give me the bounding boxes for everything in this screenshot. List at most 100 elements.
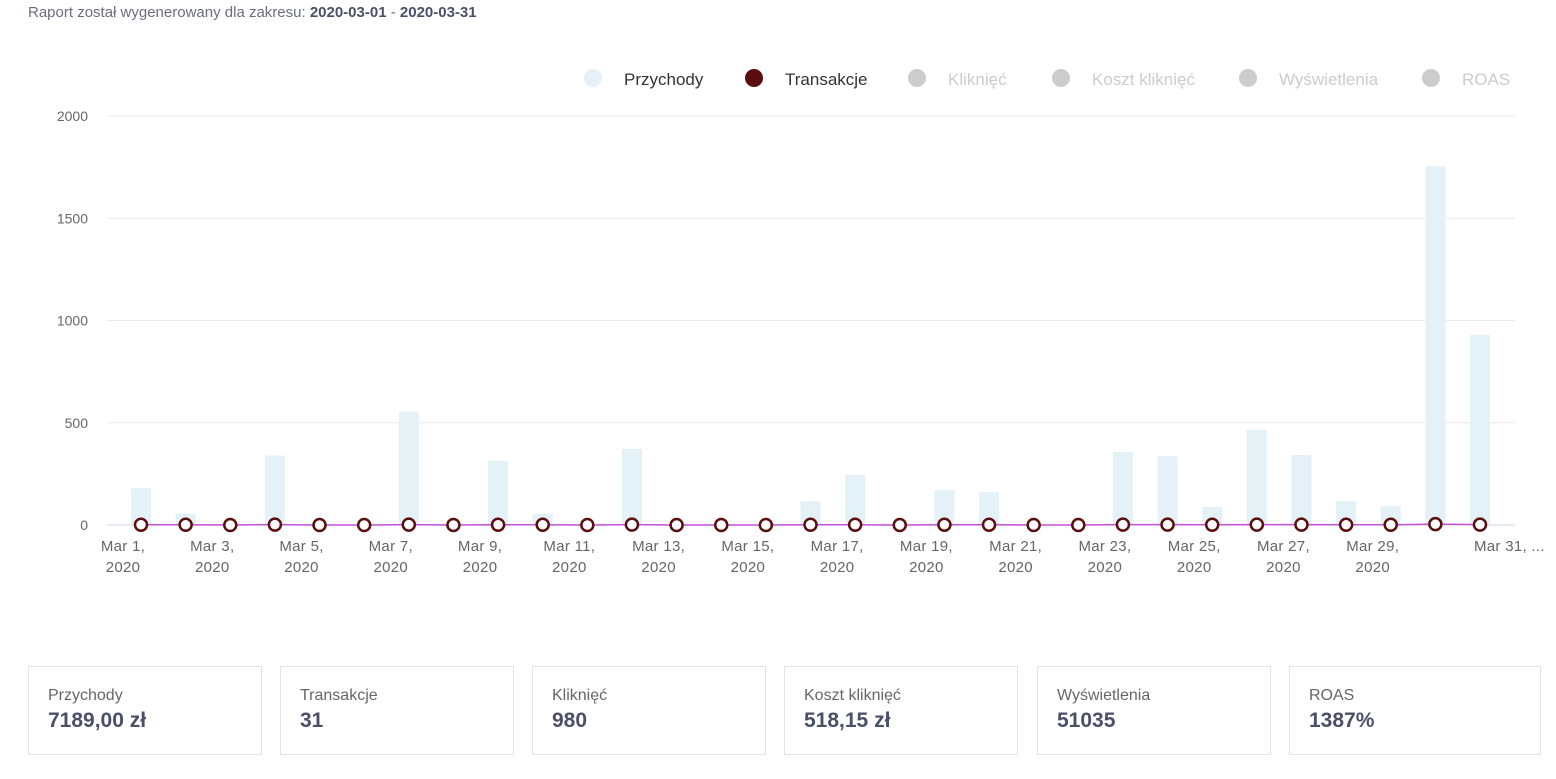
legend-label: Koszt kliknięć xyxy=(1092,70,1195,89)
x-tick-label: Mar 3, 2020 xyxy=(190,538,235,576)
bar xyxy=(1336,501,1357,525)
legend-item[interactable]: Kliknięć xyxy=(908,69,1007,89)
line-marker xyxy=(133,517,149,533)
line-marker xyxy=(580,517,595,533)
summary-card: Wyświetlenia 51035 xyxy=(1037,666,1271,755)
card-value: 980 xyxy=(552,709,588,732)
legend-item[interactable]: Wyświetlenia xyxy=(1239,69,1379,89)
range-start: 2020-03-01 xyxy=(309,4,387,21)
line-marker xyxy=(1428,516,1443,532)
x-tick-label: Mar 19, 2020 xyxy=(899,538,953,576)
line-marker xyxy=(356,517,372,533)
line-marker xyxy=(1338,517,1354,533)
x-tick-label: Mar 5, 2020 xyxy=(279,538,324,576)
bar xyxy=(979,492,1000,525)
x-tick-label: Mar 27, 2020 xyxy=(1256,538,1310,576)
summary-card: Kliknięć 980 xyxy=(532,666,766,755)
line-marker xyxy=(312,517,327,533)
card-label: Przychody xyxy=(48,687,123,704)
bar xyxy=(1425,166,1446,526)
y-tick-label: 1500 xyxy=(57,210,88,226)
y-tick-label: 2000 xyxy=(57,108,88,124)
line-marker xyxy=(446,517,461,533)
card-value: 1387% xyxy=(1309,709,1375,732)
chart: 0 500 1000 1500 2000 Przychody Transakcje Klikn… xyxy=(57,69,1515,533)
legend-label: Wyświetlenia xyxy=(1279,70,1379,89)
line-marker xyxy=(223,517,238,533)
legend-label: Przychody xyxy=(624,70,704,89)
line-marker xyxy=(267,517,283,532)
x-tick-label: Mar 23, 2020 xyxy=(1078,538,1132,576)
report-range: Raport został wygenerowany dla zakresu: … xyxy=(28,4,477,21)
x-tick-label: Mar 21, 2020 xyxy=(989,538,1043,576)
line-marker xyxy=(1249,517,1265,532)
line-marker xyxy=(758,517,774,533)
bar xyxy=(1157,456,1178,525)
line-marker xyxy=(1160,517,1175,532)
x-tick-label: Mar 15, 2020 xyxy=(721,538,775,576)
legend-label: Kliknięć xyxy=(948,70,1007,89)
summary-card: Przychody 7189,00 zł xyxy=(28,666,262,755)
summary-card: Koszt kliknięć 518,15 zł xyxy=(784,666,1018,755)
card-value: 51035 xyxy=(1057,709,1116,732)
x-tick-label: Mar 11, 2020 xyxy=(543,538,596,576)
legend-swatch xyxy=(1052,69,1070,87)
legend-item[interactable]: Transakcje xyxy=(745,69,868,89)
y-tick-label: 500 xyxy=(65,415,89,431)
legend-label: ROAS xyxy=(1462,70,1510,89)
line-marker xyxy=(892,517,908,533)
bar xyxy=(264,455,285,525)
x-tick-label: Mar 13, 2020 xyxy=(632,538,686,576)
legend-swatch xyxy=(1422,69,1440,87)
line-marker xyxy=(1071,517,1086,533)
legend-swatch xyxy=(745,69,763,87)
line-marker xyxy=(490,517,506,533)
card-label: Kliknięć xyxy=(552,687,608,704)
bar xyxy=(621,448,642,525)
line-marker xyxy=(1472,517,1488,532)
card-label: ROAS xyxy=(1309,687,1355,704)
line-marker xyxy=(847,517,863,533)
bar xyxy=(1112,451,1133,525)
line-marker xyxy=(178,517,193,533)
x-tick-label: Mar 17, 2020 xyxy=(810,538,864,576)
legend-item[interactable]: Przychody xyxy=(584,69,704,89)
line-marker xyxy=(1204,517,1220,533)
legend-item[interactable]: ROAS xyxy=(1422,69,1510,89)
range-prefix: Raport został wygenerowany dla zakresu: xyxy=(28,4,306,21)
bar xyxy=(398,411,419,525)
bar xyxy=(1291,455,1312,525)
bar xyxy=(800,501,821,525)
line-marker xyxy=(803,517,818,533)
line-marker xyxy=(624,517,640,532)
x-tick-label: Mar 9, 2020 xyxy=(457,538,503,576)
line-marker xyxy=(1383,517,1398,533)
bar xyxy=(1470,335,1490,525)
line-marker xyxy=(1294,517,1309,532)
bar xyxy=(934,490,955,525)
line-marker xyxy=(401,517,417,532)
summary-card: Transakcje 31 xyxy=(280,666,514,755)
legend-swatch xyxy=(584,69,602,87)
legend-label: Transakcje xyxy=(785,70,868,89)
x-tick-label: Mar 7, 2020 xyxy=(368,538,413,576)
card-value: 7189,00 zł xyxy=(48,709,147,732)
x-tick-label: Mar 25, 2020 xyxy=(1167,538,1221,576)
bar xyxy=(131,488,151,525)
card-value: 518,15 zł xyxy=(804,709,891,732)
card-label: Transakcje xyxy=(300,687,378,704)
line-marker xyxy=(535,517,550,533)
x-tick-label: Mar 29, 2020 xyxy=(1346,538,1400,576)
line-marker xyxy=(937,517,952,533)
bar xyxy=(845,474,866,525)
range-separator: - xyxy=(390,4,396,21)
x-tick-label: Mar 1, 2020 xyxy=(100,538,146,576)
bar xyxy=(1246,429,1267,525)
summary-card: ROAS 1387% xyxy=(1289,666,1541,755)
card-label: Koszt kliknięć xyxy=(804,687,901,704)
line-marker xyxy=(981,517,997,533)
legend-item[interactable]: Koszt kliknięć xyxy=(1052,69,1195,89)
y-tick-label: 1000 xyxy=(57,313,88,329)
line-marker xyxy=(1115,517,1131,532)
card-label: Wyświetlenia xyxy=(1057,687,1151,704)
